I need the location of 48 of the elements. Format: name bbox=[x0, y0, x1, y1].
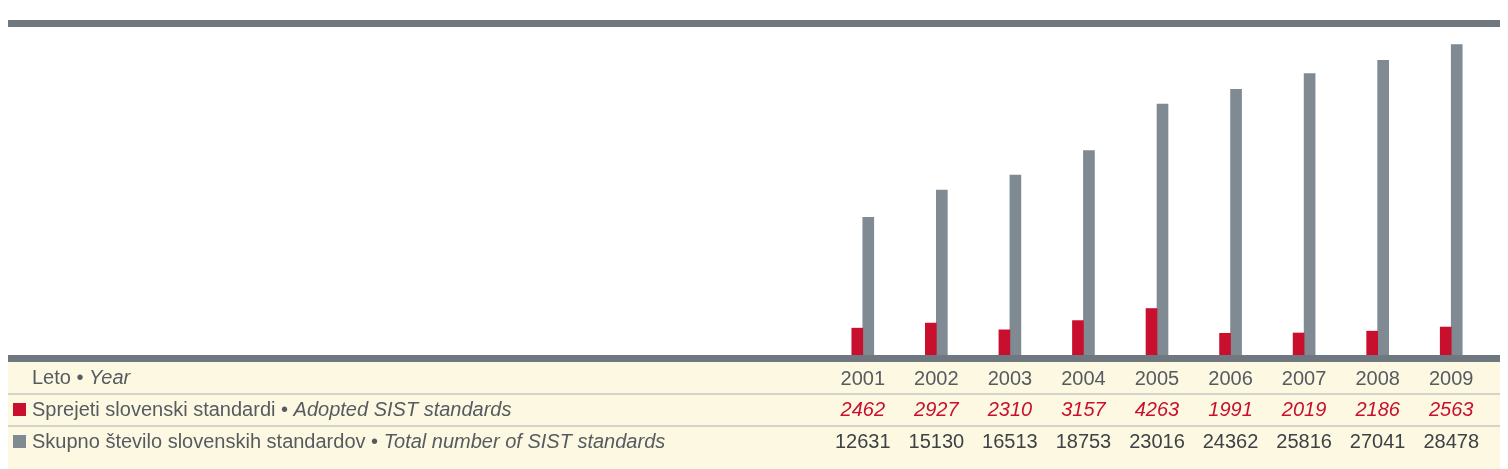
bar bbox=[1292, 332, 1305, 355]
x-tick-label: 2003 bbox=[987, 366, 1033, 389]
bar bbox=[851, 327, 864, 355]
x-tick-label: 2001 bbox=[840, 366, 886, 389]
data-label: 2019 bbox=[1280, 397, 1327, 420]
data-label: 27041 bbox=[1349, 429, 1406, 452]
x-tick-label: 2009 bbox=[1428, 366, 1474, 389]
legend-label: Skupno število slovenskih standardov • Total number of SIST standards bbox=[32, 429, 666, 452]
data-label: 23016 bbox=[1129, 429, 1185, 452]
data-label: 1991 bbox=[1208, 397, 1253, 420]
data-label: 2310 bbox=[986, 397, 1033, 420]
data-label: 24362 bbox=[1202, 429, 1259, 452]
bar bbox=[862, 216, 875, 355]
bar bbox=[1230, 89, 1242, 355]
data-label: 2186 bbox=[1354, 397, 1401, 420]
data-label: 12631 bbox=[834, 429, 891, 452]
bar bbox=[1377, 59, 1389, 355]
bar bbox=[936, 189, 948, 355]
bar bbox=[1439, 326, 1452, 355]
bar bbox=[998, 329, 1011, 355]
data-label: 28478 bbox=[1423, 429, 1480, 452]
data-label: 2563 bbox=[1427, 397, 1474, 420]
x-tick-label: 2008 bbox=[1355, 366, 1400, 389]
bar bbox=[1219, 332, 1231, 355]
x-tick-label: 2002 bbox=[914, 366, 959, 389]
text: Leto • Year bbox=[32, 365, 132, 388]
data-label: 18753 bbox=[1055, 429, 1112, 452]
x-tick-label: 2007 bbox=[1281, 366, 1327, 389]
bar bbox=[1450, 44, 1463, 355]
bar bbox=[1303, 73, 1316, 355]
data-label: 15130 bbox=[908, 429, 965, 452]
bar bbox=[1366, 330, 1378, 355]
data-label: 2927 bbox=[913, 397, 960, 420]
x-tick-label: 2004 bbox=[1061, 366, 1106, 389]
data-label: 16513 bbox=[982, 429, 1038, 452]
x-tick-label: 2005 bbox=[1134, 366, 1180, 389]
x-tick-label: 2006 bbox=[1208, 366, 1253, 389]
data-label: 4263 bbox=[1134, 397, 1180, 420]
data-label: 2462 bbox=[839, 397, 886, 420]
legend-label: Sprejeti slovenski standardi • Adopted SIST standards bbox=[32, 397, 512, 420]
bar bbox=[1156, 103, 1169, 355]
data-label: 25816 bbox=[1276, 429, 1332, 452]
data-label: 3157 bbox=[1061, 397, 1107, 420]
bar bbox=[1009, 174, 1022, 355]
bar bbox=[1083, 150, 1095, 355]
bar bbox=[1145, 308, 1158, 355]
bar bbox=[925, 322, 937, 355]
bar bbox=[1072, 320, 1084, 355]
